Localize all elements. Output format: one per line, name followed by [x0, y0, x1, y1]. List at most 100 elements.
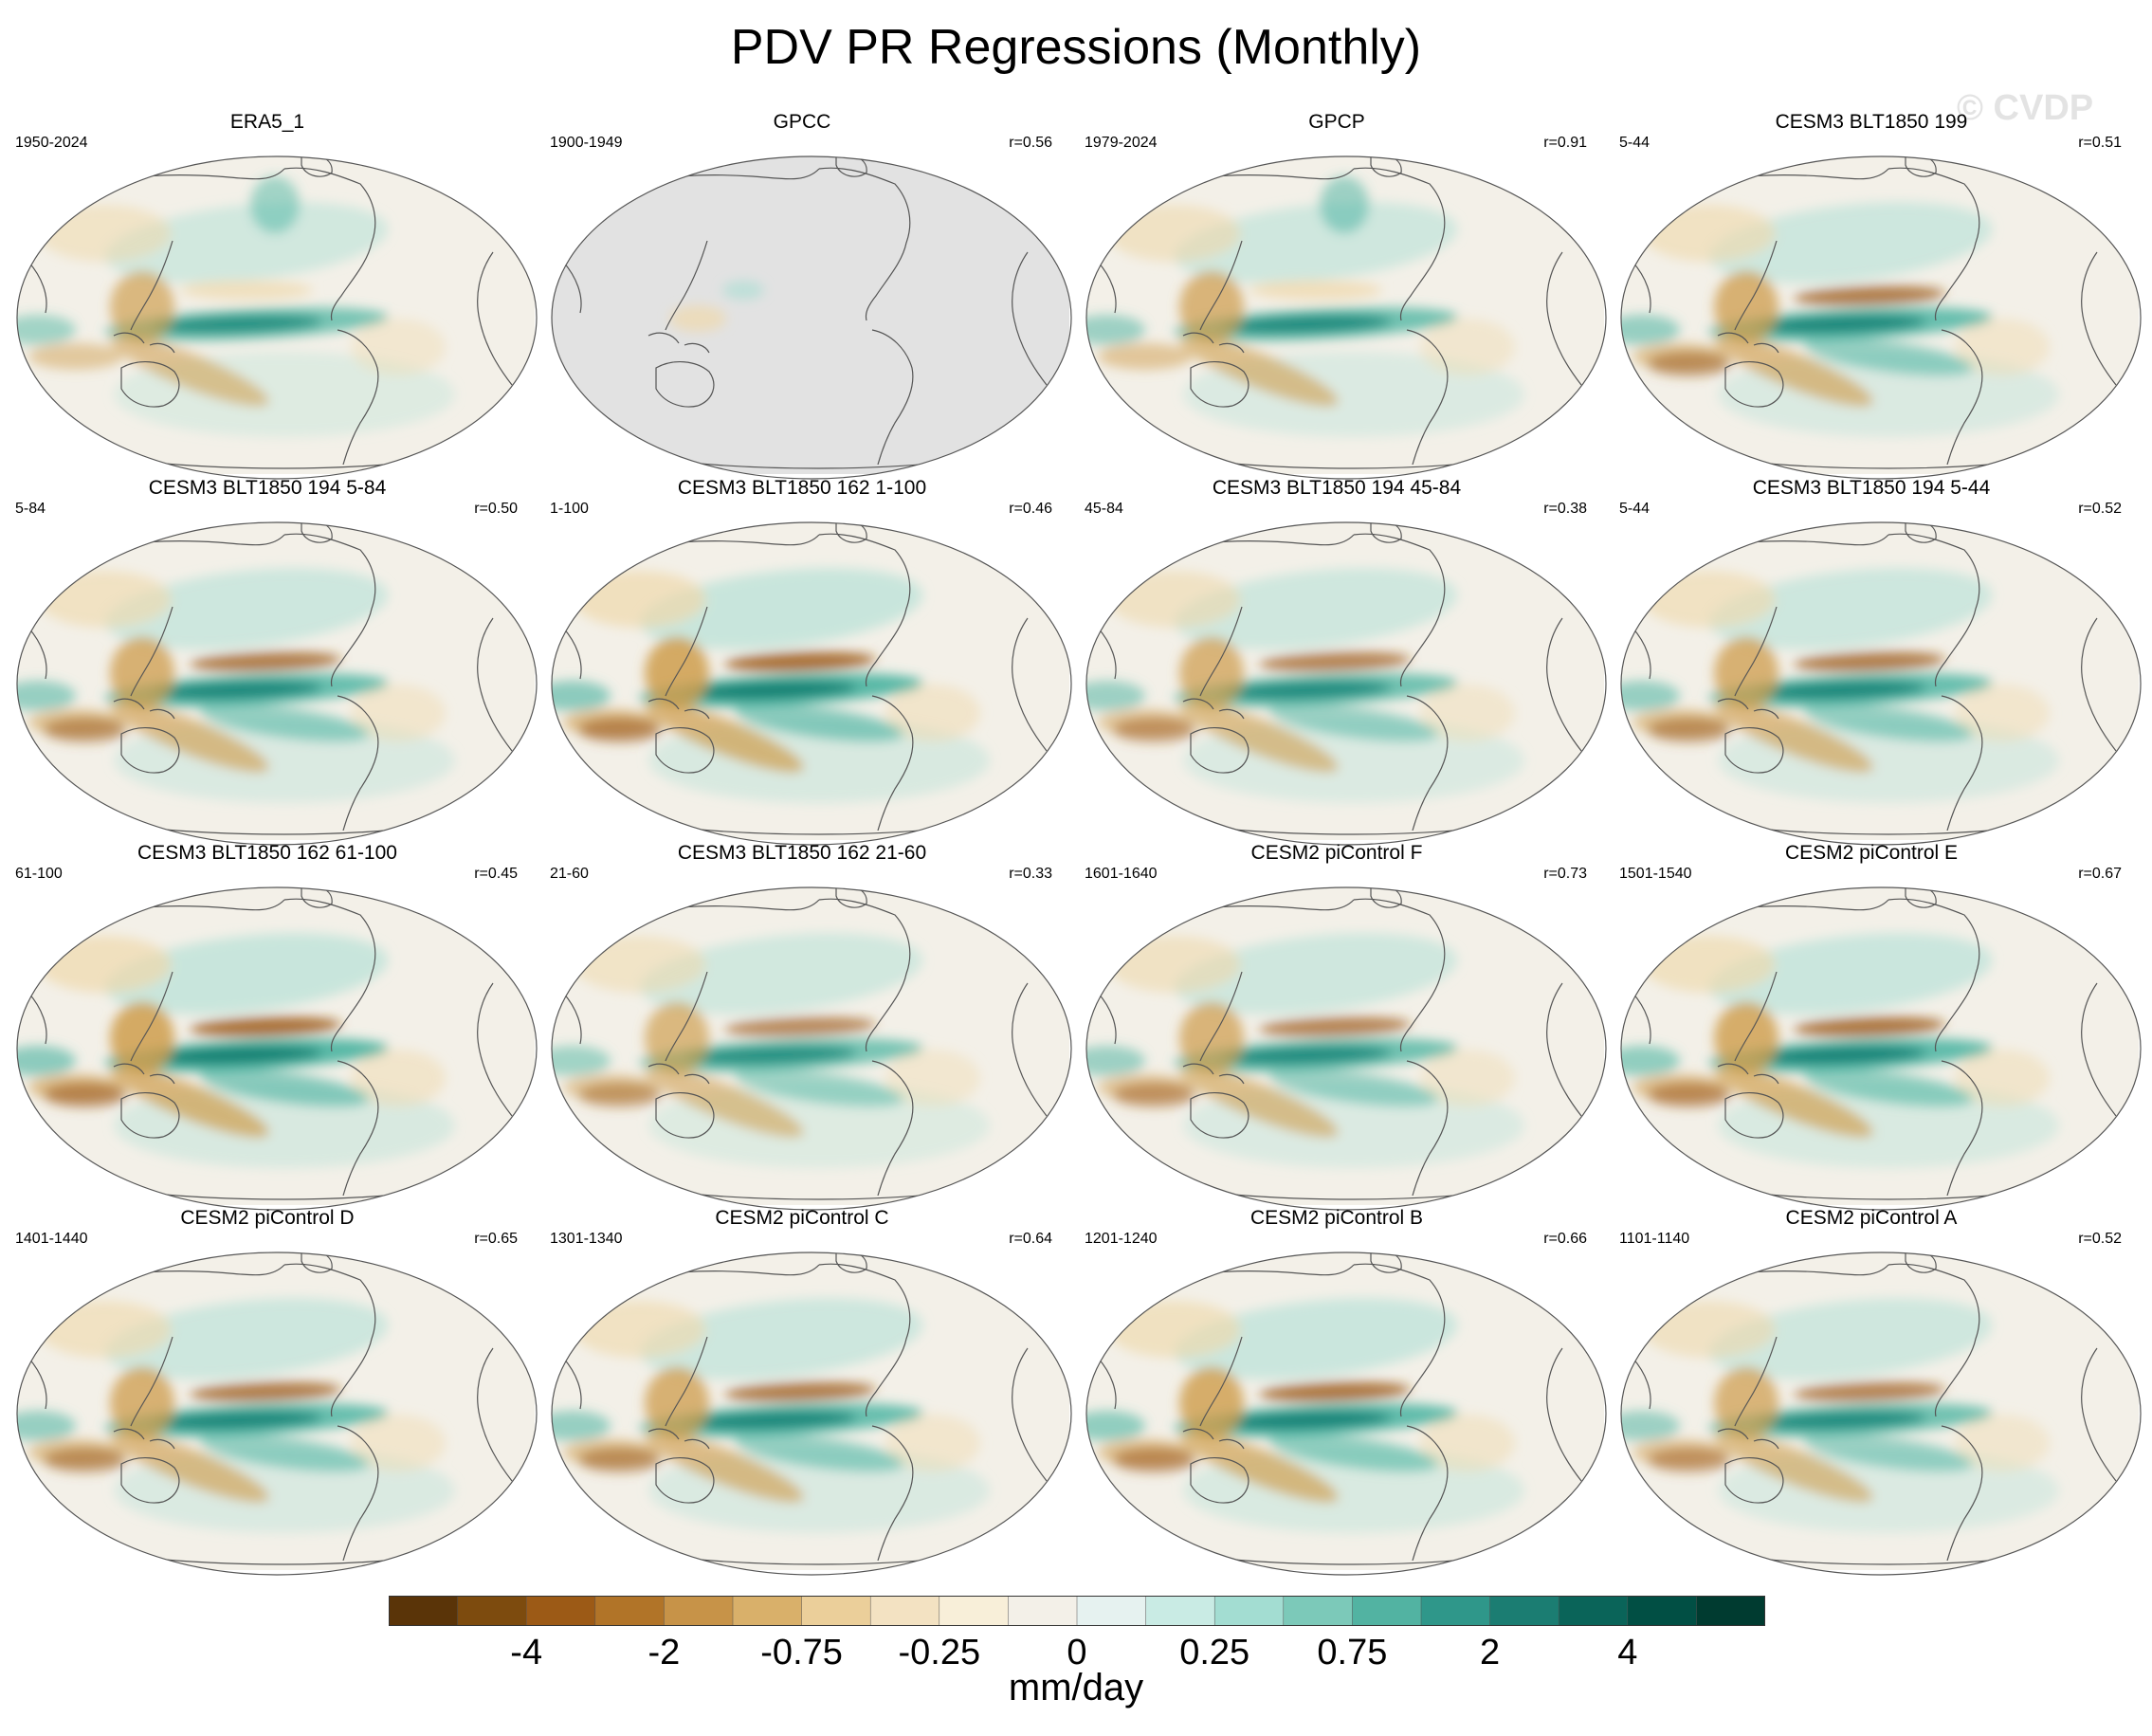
- precip-anomaly: [1794, 1381, 1945, 1402]
- coastline: [477, 1347, 513, 1482]
- coastline: [130, 240, 173, 331]
- coastline: [130, 1336, 173, 1427]
- colorbar-units: mm/day: [1008, 1667, 1144, 1709]
- panel-years: 1501-1540: [1619, 866, 1692, 882]
- coastline: [1370, 1252, 1402, 1273]
- precip-anomaly: [104, 568, 389, 649]
- precip-anomaly: [645, 701, 804, 773]
- precip-anomaly: [1113, 718, 1196, 742]
- precip-anomaly: [1794, 651, 1945, 672]
- coastline: [283, 1263, 376, 1417]
- coastline: [1353, 898, 1446, 1052]
- coastline: [818, 898, 911, 1052]
- colorbar-swatch: [732, 1596, 803, 1626]
- coastline: [1218, 1438, 1245, 1450]
- panel-title: CESM3 BLT1850 162 21-60: [677, 842, 927, 864]
- precip-anomaly: [1107, 571, 1240, 628]
- panel-correlation: r=0.38: [1543, 501, 1587, 517]
- panel-title: CESM2 piControl D: [180, 1207, 355, 1229]
- panel-title: CESM3 BLT1850 199: [1775, 111, 1968, 133]
- colorbar-tick-label: 0.25: [1179, 1633, 1250, 1672]
- coastline: [655, 361, 715, 408]
- precip-anomaly: [1803, 1068, 1974, 1107]
- panel-title: CESM2 piControl B: [1249, 1207, 1424, 1229]
- map-border: [551, 886, 1072, 1211]
- precip-anomaly: [38, 205, 171, 262]
- precip-anomaly: [1714, 1002, 1778, 1074]
- precip-anomaly: [1794, 1016, 1945, 1037]
- coastline: [120, 361, 180, 408]
- precip-anomaly: [1708, 1298, 1993, 1380]
- coastline: [1199, 1336, 1243, 1427]
- panel-years: 1-100: [550, 501, 589, 517]
- precip-anomaly: [1113, 1083, 1196, 1107]
- coastline: [1353, 1263, 1446, 1417]
- coastline: [665, 606, 708, 697]
- panel-correlation: r=0.46: [1009, 501, 1052, 517]
- map-panel: CESM2 piControl B 1201-1240 r=0.66: [1069, 1206, 1607, 1576]
- panel-years: 1601-1640: [1085, 866, 1158, 882]
- precip-anomaly: [1756, 1046, 1926, 1065]
- coastline: [1753, 1073, 1779, 1085]
- coastline: [337, 1425, 379, 1562]
- precip-anomaly: [1107, 205, 1240, 262]
- precip-anomaly: [1259, 1016, 1411, 1037]
- colorbar-swatches: [389, 1596, 1765, 1626]
- map-panel: CESM2 piControl C 1301-1340 r=0.64: [535, 1206, 1072, 1576]
- coastline: [665, 1336, 708, 1427]
- map-panel: GPCC 1900-1949 r=0.56: [535, 110, 1072, 480]
- coastline: [1734, 606, 1778, 697]
- precip-anomaly: [17, 315, 76, 345]
- map-border: [1085, 521, 1607, 846]
- precip-anomaly: [573, 936, 705, 993]
- coastlines: [562, 156, 1048, 469]
- precip-anomaly: [686, 1046, 857, 1065]
- colorbar-swatch: [1489, 1596, 1559, 1626]
- precip-anomaly: [110, 1002, 174, 1074]
- map-panel: CESM3 BLT1850 162 1-100 1-100 r=0.46: [535, 476, 1072, 846]
- coastline: [149, 1438, 175, 1450]
- coastline: [113, 1428, 145, 1440]
- precip-anomaly: [1179, 1431, 1339, 1503]
- precip-anomaly: [1756, 1411, 1926, 1430]
- regression-map: [16, 1252, 538, 1576]
- panel-correlation: r=0.51: [2078, 135, 2122, 151]
- precip-anomaly: [1714, 1431, 1873, 1503]
- panel-title: CESM3 BLT1850 162 1-100: [677, 477, 927, 499]
- coastline: [835, 522, 867, 543]
- coastline: [647, 1063, 680, 1075]
- colorbar-swatch: [594, 1596, 666, 1626]
- coastline: [301, 156, 333, 177]
- panel-title: CESM3 BLT1850 194 5-44: [1752, 477, 1991, 499]
- map-border: [1085, 155, 1607, 480]
- coastline: [113, 698, 145, 710]
- coastline: [1753, 1438, 1779, 1450]
- coastline: [113, 1063, 145, 1075]
- precip-anomaly: [17, 1411, 76, 1441]
- coastline: [1546, 1347, 1582, 1482]
- colorbar-swatch: [1145, 1596, 1215, 1626]
- panel-correlation: r=0.52: [2078, 501, 2122, 517]
- coastline: [1182, 698, 1214, 710]
- panel-title: CESM2 piControl A: [1785, 1207, 1958, 1229]
- coastline: [818, 533, 911, 687]
- panel-title: CESM2 piControl E: [1784, 842, 1959, 864]
- precip-anomaly: [1179, 1002, 1244, 1074]
- coastline: [1717, 332, 1749, 344]
- coastline: [871, 329, 914, 466]
- coastline: [477, 251, 513, 386]
- coastlines: [1632, 1252, 2117, 1565]
- precip-anomaly: [1803, 337, 1974, 376]
- coastline: [1182, 1063, 1214, 1075]
- coastline: [1734, 240, 1778, 331]
- coastline: [1199, 606, 1243, 697]
- map-border: [16, 886, 538, 1211]
- panel-correlation: r=0.66: [1543, 1231, 1587, 1247]
- precip-anomaly: [152, 315, 322, 334]
- precip-anomaly: [1714, 701, 1873, 773]
- precip-anomaly: [1113, 1448, 1196, 1472]
- panel-correlation: r=0.56: [1009, 135, 1052, 151]
- map-panel: CESM3 BLT1850 194 5-84 5-84 r=0.50: [0, 476, 538, 846]
- precip-anomaly: [1221, 315, 1392, 334]
- precip-anomaly: [639, 568, 923, 649]
